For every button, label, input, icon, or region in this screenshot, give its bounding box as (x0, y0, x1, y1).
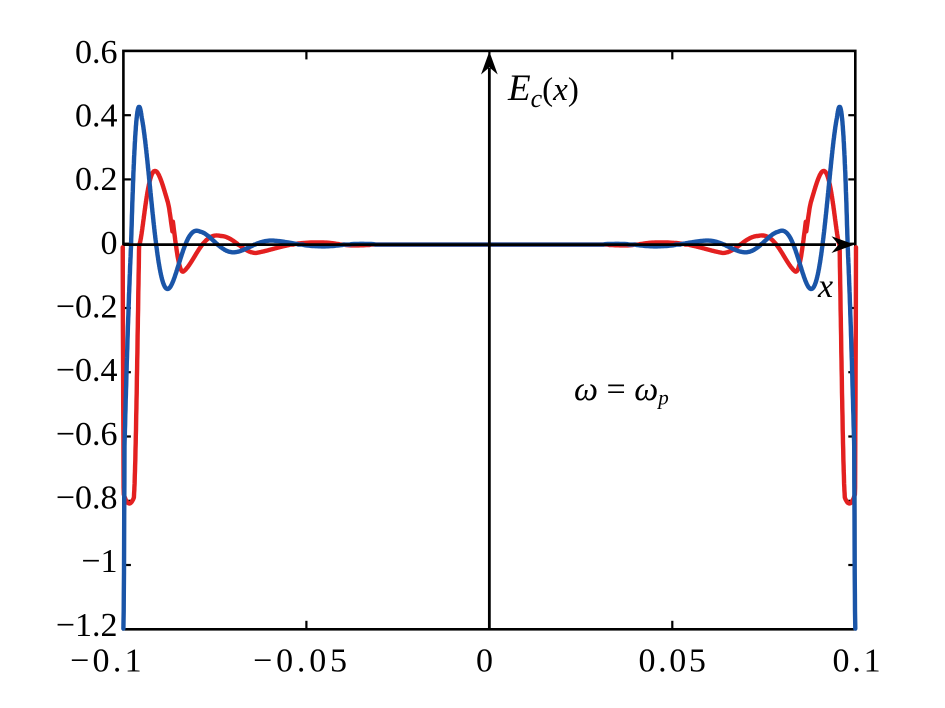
svg-text:0.1: 0.1 (833, 643, 884, 680)
svg-text:−0.1: −0.1 (70, 643, 145, 680)
svg-text:−0.05: −0.05 (253, 643, 351, 680)
svg-text:0: 0 (476, 643, 494, 680)
svg-text:0.2: 0.2 (75, 161, 118, 198)
svg-text:0.4: 0.4 (75, 98, 118, 135)
svg-text:−0.4: −0.4 (56, 352, 118, 389)
svg-text:0.6: 0.6 (75, 34, 118, 71)
svg-text:x: x (817, 268, 833, 305)
svg-text:−0.2: −0.2 (56, 289, 118, 326)
svg-text:−0.8: −0.8 (56, 480, 118, 517)
svg-text:0.05: 0.05 (639, 643, 709, 680)
svg-text:ω = ωp: ω = ωp (574, 371, 669, 410)
svg-text:0: 0 (101, 225, 118, 262)
svg-text:−1.2: −1.2 (56, 607, 118, 644)
svg-text:−0.6: −0.6 (56, 416, 118, 453)
svg-text:−1: −1 (81, 543, 117, 580)
svg-text:Ec(x): Ec(x) (507, 68, 579, 113)
